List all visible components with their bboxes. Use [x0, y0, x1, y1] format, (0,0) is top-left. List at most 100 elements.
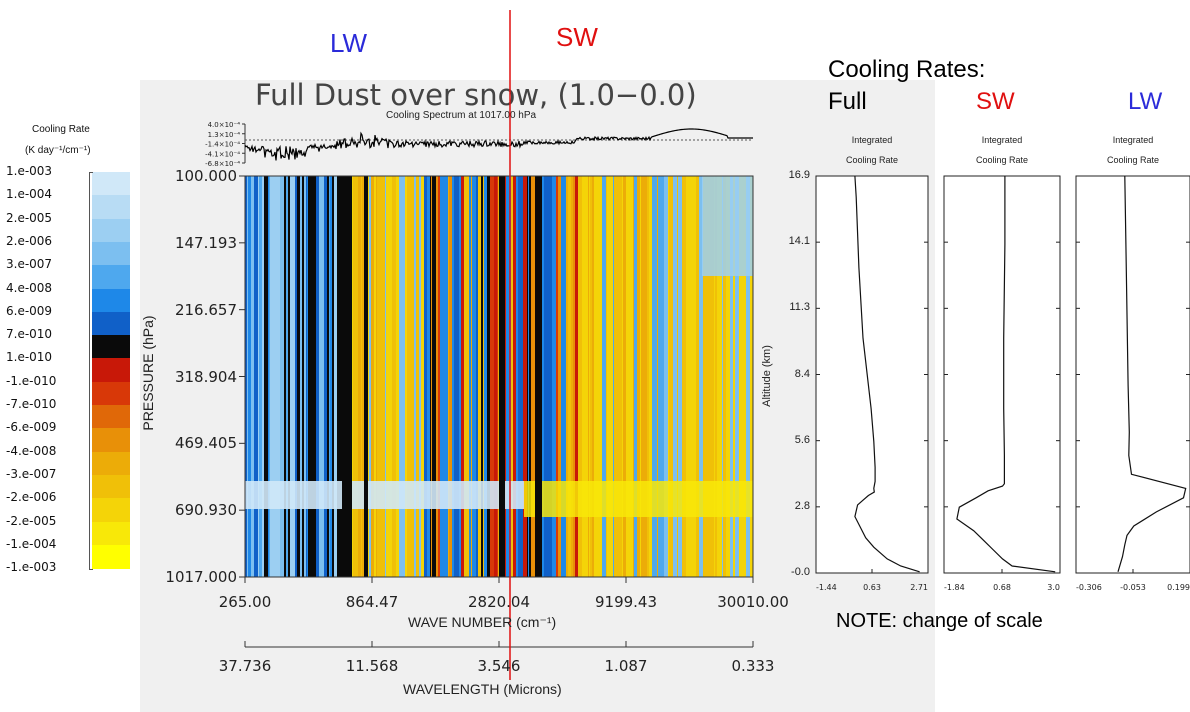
- heatmap-stripe: [497, 176, 498, 577]
- colorbar-tick-label: 4.e-008: [6, 280, 53, 295]
- heatmap-stripe: [461, 176, 464, 577]
- heatmap-stripe: [377, 176, 379, 577]
- altitude-tick-label: 8.4: [794, 367, 810, 380]
- heatmap-stripe: [376, 176, 377, 577]
- heatmap-stripe: [330, 176, 332, 577]
- heatmap-stripe: [327, 176, 329, 577]
- heatmap-stripe: [590, 176, 592, 577]
- colorbar-tick-label: 2.e-006: [6, 233, 53, 248]
- cooling-rates-heading: Cooling Rates:: [828, 56, 986, 83]
- heatmap-stripe: [322, 176, 324, 577]
- heatmap-stripe: [516, 176, 518, 577]
- profile-panel-title: Integrated: [981, 135, 1023, 145]
- colorbar-swatch: [92, 428, 130, 453]
- profile-xtick-label: 0.68: [993, 583, 1011, 592]
- heatmap-stripe: [739, 176, 742, 577]
- heatmap-stripe: [722, 176, 723, 577]
- heatmap-stripe: [563, 176, 564, 577]
- heatmap-dark-column: [499, 176, 505, 577]
- heatmap-stripe: [385, 176, 386, 577]
- heatmap-stripe: [478, 176, 481, 577]
- heatmap-stripe: [652, 176, 654, 577]
- lw-banner-label: LW: [330, 28, 368, 58]
- colorbar-tick-label: 2.e-005: [6, 210, 53, 225]
- heatmap-stripe: [692, 176, 696, 577]
- heatmap-stripe: [703, 176, 704, 577]
- heatmap-stripe: [708, 176, 709, 577]
- heatmap-stripe: [371, 176, 374, 577]
- heatmap-stripe: [622, 176, 623, 577]
- heatmap-stripe: [556, 176, 558, 577]
- heatmap-stripe: [399, 176, 402, 577]
- heatmap-stripe: [592, 176, 594, 577]
- heatmap-stripe: [430, 176, 431, 577]
- heatmap-stripe: [709, 176, 711, 577]
- heatmap-stripe: [528, 176, 529, 577]
- heatmap-stripe: [248, 176, 251, 577]
- wavelength-tick-label: 3.546: [477, 657, 521, 675]
- colorbar-tick-label: -1.e-010: [6, 373, 57, 388]
- heatmap-stripe: [449, 176, 452, 577]
- wavelength-tick-label: 37.736: [218, 657, 272, 675]
- heatmap-stripe: [704, 176, 706, 577]
- heatmap-ylabel: PRESSURE (hPa): [140, 315, 156, 431]
- heatmap-stripe: [491, 176, 494, 577]
- heatmap-ytick-label: 147.193: [174, 233, 237, 252]
- heatmap-stripe: [402, 176, 405, 577]
- heatmap-stripe: [357, 176, 358, 577]
- altitude-tick-label: 2.8: [794, 499, 810, 512]
- heatmap-ytick-label: 690.930: [174, 501, 237, 520]
- heatmap-stripe: [723, 176, 726, 577]
- heatmap-stripe: [374, 176, 376, 577]
- profile-panels: -1.44 0.63 2.71 -1.84 0.68 3.0 -0.306 -0.053 0.1…: [815, 175, 1190, 592]
- colorbar-swatch: [92, 451, 130, 476]
- heatmap-near-surface-band: [245, 480, 525, 509]
- heatmap-stripe: [699, 176, 703, 577]
- spectrum-title: Cooling Spectrum at 1017.00 hPa: [386, 110, 537, 121]
- heatmap-stripe: [611, 176, 613, 577]
- colorbar-bracket: [89, 172, 93, 571]
- heatmap-dark-column: [364, 176, 369, 577]
- heatmap-stripe: [642, 176, 645, 577]
- note-text: NOTE: change of scale: [836, 610, 1043, 632]
- heatmap-stripe: [720, 176, 722, 577]
- heatmap-stripe: [270, 176, 273, 577]
- heatmap-stripe: [561, 176, 563, 577]
- heatmap-stripe: [277, 176, 280, 577]
- heatmap-stripe: [251, 176, 254, 577]
- heatmap-stripe: [549, 176, 552, 577]
- heatmap-stripe: [467, 176, 469, 577]
- colorbar-swatch: [92, 311, 130, 336]
- heatmap-frame: [244, 175, 754, 578]
- colorbar-tick-label: 1.e-003: [6, 164, 53, 178]
- heatmap-stripe: [620, 176, 622, 577]
- heatmap-stripe: [487, 176, 490, 577]
- heatmap-stripe: [733, 176, 735, 577]
- heatmap-stripe: [421, 176, 424, 577]
- heatmap-stripe: [566, 176, 568, 577]
- heatmap-stripe: [558, 176, 561, 577]
- heatmap-stripe: [436, 176, 438, 577]
- heatmap-stripe: [471, 176, 472, 577]
- spectrum-ytick-label: 1.3×10⁻⁴: [208, 131, 241, 139]
- heatmap-near-surface-yellow: [524, 480, 753, 517]
- heatmap-stripe: [316, 176, 319, 577]
- profile-xtick-label: -0.053: [1120, 583, 1146, 592]
- colorbar-swatch: [92, 358, 130, 383]
- heatmap-stripe: [361, 176, 362, 577]
- heatmap-dark-column: [341, 176, 352, 577]
- heatmap-stripe: [668, 176, 669, 577]
- heatmap-stripe: [575, 176, 578, 577]
- heatmap-stripe: [654, 176, 657, 577]
- heatmap-stripe: [682, 176, 686, 577]
- heatmap-xtick-label: 9199.43: [594, 593, 658, 611]
- altitude-tick-label: 16.9: [788, 169, 810, 181]
- heatmap-upper-right-region: [702, 176, 753, 277]
- wavelength-tick-label: 0.333: [731, 657, 775, 675]
- heatmap-stripe: [588, 176, 589, 577]
- profile-xtick-label: -1.84: [944, 583, 965, 592]
- heatmap-stripe: [273, 176, 277, 577]
- colorbar-title-line1: Cooling Rate: [32, 124, 90, 135]
- colorbar-tick-label: 3.e-007: [6, 257, 53, 272]
